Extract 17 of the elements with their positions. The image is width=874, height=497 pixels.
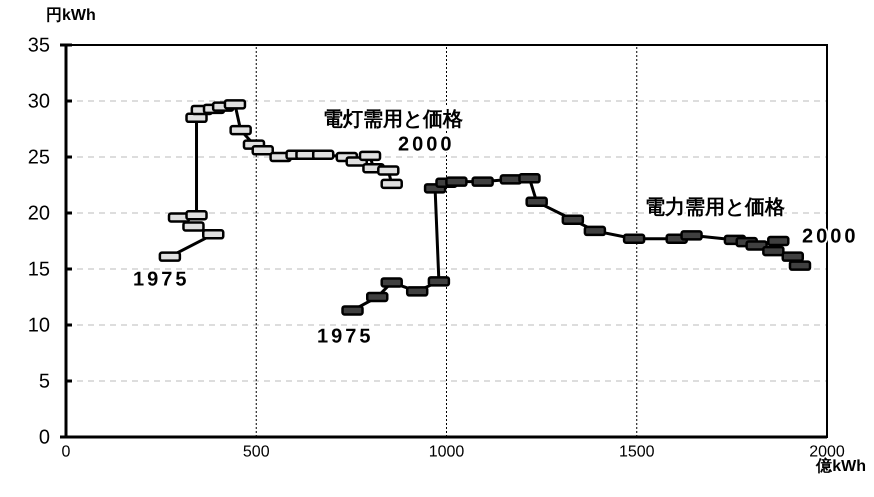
annotation: 2000 (398, 133, 454, 156)
y-tick-label: 15 (28, 258, 50, 280)
x-tick-label: 1000 (428, 443, 464, 460)
y-tick-label: 30 (28, 90, 50, 112)
x-tick-label: 0 (62, 443, 71, 460)
annotation: 電灯需用と価格 (323, 108, 464, 130)
annotation: 1975 (133, 268, 190, 290)
y-tick-label: 20 (28, 202, 50, 224)
x-tick-label: 1500 (618, 443, 655, 460)
annotation: 電力需用と価格 (645, 196, 786, 218)
annotation: 1975 (317, 325, 374, 348)
y-tick-label: 5 (38, 370, 50, 392)
y-tick-label: 35 (28, 34, 50, 56)
y-axis-title: 円kWh (46, 7, 96, 24)
x-tick-label: 500 (242, 443, 270, 460)
y-tick-label: 10 (28, 314, 50, 336)
y-tick-label: 25 (28, 146, 50, 168)
